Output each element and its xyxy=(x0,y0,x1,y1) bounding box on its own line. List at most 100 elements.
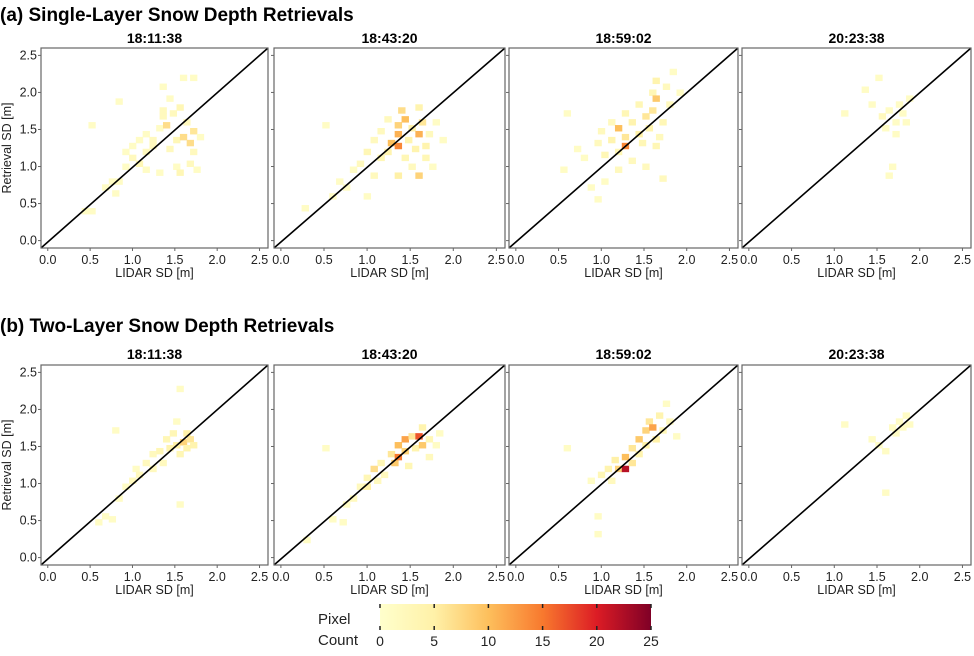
colorbar-bar xyxy=(380,604,651,630)
panel-title: 18:59:02 xyxy=(595,30,651,46)
panel-frame xyxy=(273,47,506,249)
heatmap-cell xyxy=(159,107,167,114)
heatmap-cell xyxy=(322,445,330,452)
heatmap-cell xyxy=(652,142,660,150)
panel-frame xyxy=(508,364,739,566)
heatmap-cell xyxy=(176,385,184,393)
x-tick-label: 2.0 xyxy=(911,570,928,584)
heatmap-cell xyxy=(156,169,164,176)
heatmap-cell xyxy=(377,128,385,135)
x-axis-label: LIDAR SD [m] xyxy=(817,266,896,280)
colorbar: 0 5 10 15 20 25 Pixel Count xyxy=(318,604,659,649)
one-to-one-line xyxy=(741,364,972,566)
heatmap-cell xyxy=(666,101,674,108)
heatmap-cell xyxy=(156,447,164,455)
panel-title: 18:11:38 xyxy=(127,30,182,46)
heatmap-cell xyxy=(169,110,178,117)
x-tick-label: 1.0 xyxy=(593,253,610,267)
heatmap-cell xyxy=(142,166,150,173)
heatmap-cell xyxy=(895,101,904,108)
panel-title: 18:59:02 xyxy=(595,346,651,362)
heatmap-cell xyxy=(159,459,167,467)
heatmap-cell xyxy=(394,130,403,138)
heatmap-cell xyxy=(336,178,344,185)
heatmap-cell xyxy=(398,107,406,114)
x-tick-label: 0.5 xyxy=(550,253,567,267)
one-to-one-line xyxy=(40,364,269,566)
heatmap-cell xyxy=(149,450,157,458)
y-axis-label: Retrieval SD [m] xyxy=(0,420,14,511)
panel-frame xyxy=(40,47,269,249)
heatmap-cell xyxy=(906,421,914,428)
heatmap-cell xyxy=(179,133,188,141)
heatmap-cell xyxy=(432,119,440,126)
y-tick-label: 1.0 xyxy=(20,160,37,174)
x-tick-label: 2.5 xyxy=(488,570,505,584)
heatmap-cell xyxy=(405,136,413,144)
panel: 18:11:38 0.0 0.5 1.0 1.5 2.0 2.5 LIDAR SD [m] 0.… xyxy=(0,346,269,597)
x-tick-label: 1.5 xyxy=(166,570,183,584)
x-tick-label: 0.5 xyxy=(81,570,98,584)
x-tick-label: 2.0 xyxy=(208,253,225,267)
x-tick-label: 0.0 xyxy=(740,570,757,584)
y-tick-label: 0.0 xyxy=(20,234,37,248)
heatmap-cell xyxy=(166,445,174,452)
heatmap-cell xyxy=(621,465,630,473)
heatmap-cell xyxy=(329,516,337,523)
heatmap-cell xyxy=(149,465,157,473)
heatmap-cell xyxy=(122,163,130,170)
heatmap-cell xyxy=(173,163,181,170)
x-tick-label: 2.0 xyxy=(678,570,695,584)
heatmap-cell xyxy=(892,130,900,138)
heatmap-cell xyxy=(384,116,392,123)
heatmap-cell xyxy=(342,501,351,508)
y-tick-label: 2.5 xyxy=(20,365,37,379)
y-tick-label: 1.5 xyxy=(20,439,37,453)
heatmap-cell xyxy=(425,436,434,443)
heatmap-cell xyxy=(112,427,120,434)
x-tick-label: 0.5 xyxy=(315,570,332,584)
heatmap-cell xyxy=(370,465,378,473)
heatmap-cell xyxy=(649,107,657,114)
x-tick-label: 2.5 xyxy=(721,253,738,267)
heatmap-cell xyxy=(401,154,409,162)
x-tick-label: 1.0 xyxy=(826,570,843,584)
heatmap-cell xyxy=(179,74,188,82)
y-tick-label: 0.5 xyxy=(20,197,37,211)
heatmap-cell xyxy=(349,495,358,502)
heatmap-cell xyxy=(166,145,174,153)
one-to-one-line xyxy=(508,364,739,566)
x-tick-label: 1.0 xyxy=(826,253,843,267)
heatmap-cell xyxy=(655,412,664,419)
heatmap-cell xyxy=(652,436,660,443)
heatmap-cell xyxy=(169,430,178,437)
heatmap-cell xyxy=(162,122,171,129)
x-tick-label: 1.0 xyxy=(593,570,610,584)
x-tick-label: 0.0 xyxy=(39,570,56,584)
x-tick-label: 0.0 xyxy=(39,253,56,267)
x-tick-label: 0.0 xyxy=(272,570,289,584)
x-axis-label: LIDAR SD [m] xyxy=(350,583,429,597)
x-tick-label: 2.0 xyxy=(208,570,225,584)
heatmap-cell xyxy=(642,113,650,120)
x-axis-label: LIDAR SD [m] xyxy=(115,266,194,280)
heatmap-cell xyxy=(190,74,198,82)
heatmap-cell xyxy=(621,110,630,117)
heatmap-cell xyxy=(196,133,205,141)
heatmap-cell xyxy=(652,95,660,102)
heatmap-cell xyxy=(676,89,684,96)
x-tick-label: 2.0 xyxy=(911,253,928,267)
heatmap-cell xyxy=(142,130,150,138)
heatmap-cell xyxy=(135,136,144,144)
heatmap-cell xyxy=(888,424,897,431)
heatmap-cell xyxy=(614,125,623,132)
heatmap-cell xyxy=(129,477,137,485)
heatmap-cell xyxy=(649,89,657,96)
heatmap-cell xyxy=(878,113,887,120)
heatmap-cell xyxy=(384,148,392,156)
heatmap-cell xyxy=(186,139,194,147)
heatmap-cell xyxy=(882,489,890,496)
heatmap-cell xyxy=(122,483,130,490)
heatmap-cell xyxy=(363,193,372,200)
heatmap-cell xyxy=(587,184,595,191)
